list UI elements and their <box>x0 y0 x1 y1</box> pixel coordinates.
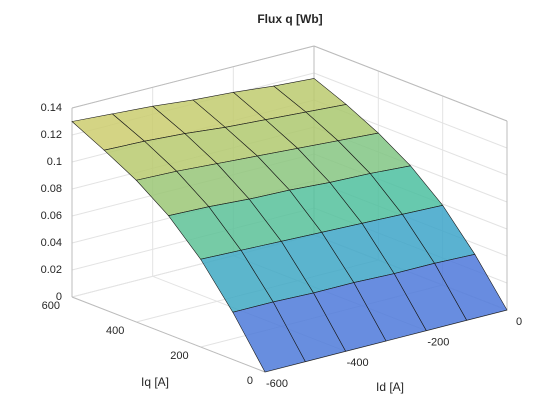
z-tick-label: 0.1 <box>47 156 62 168</box>
z-tick-label: 0.02 <box>41 264 62 276</box>
z-tick-label: 0.08 <box>41 183 62 195</box>
z-tick-label: 0 <box>56 291 62 303</box>
x-tick-label: -200 <box>427 337 449 349</box>
axis-box <box>313 45 508 122</box>
surface-patch <box>232 301 306 373</box>
y-axis-label: Iq [A] <box>141 375 169 389</box>
y-tick-label: 0 <box>247 375 253 387</box>
x-tick-label: 0 <box>516 316 522 328</box>
axis-box <box>71 45 315 109</box>
z-tick-label: 0.04 <box>41 237 62 249</box>
y-tick-label: 400 <box>106 325 124 337</box>
z-tick-label: 0.06 <box>41 210 62 222</box>
y-tick-label: 600 <box>42 300 60 312</box>
x-axis-label: Id [A] <box>376 380 404 394</box>
grid-line <box>313 72 508 149</box>
x-tick-label: -400 <box>347 357 369 369</box>
y-tick-label: 200 <box>170 350 188 362</box>
z-tick-label: 0.14 <box>41 102 62 114</box>
chart-title: Flux q [Wb] <box>257 12 322 26</box>
x-tick-label: -600 <box>266 378 288 390</box>
axis-box <box>71 296 266 373</box>
z-tick-label: 0.12 <box>41 129 62 141</box>
